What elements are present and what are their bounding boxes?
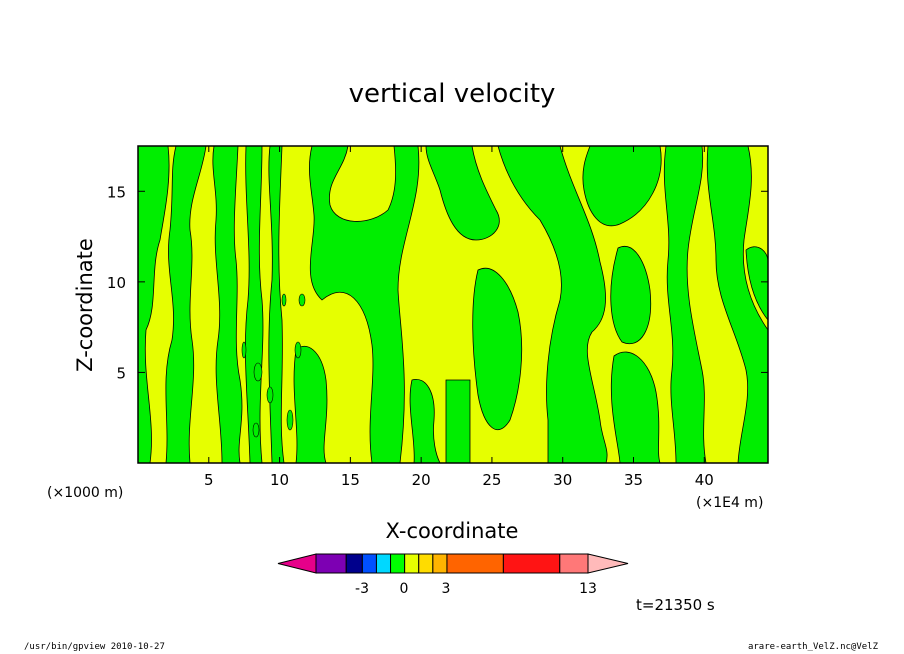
colorbar-tick-label: -3 (355, 581, 369, 597)
y-tick-label: 10 (107, 274, 126, 292)
colorbar-under-arrow (277, 553, 317, 574)
negative-velocity-regions (137, 145, 769, 464)
negative-region (425, 145, 500, 241)
colorbar: -3 0 3 13 (277, 553, 629, 597)
x-tick-label: 5 (204, 471, 214, 489)
negative-region (245, 145, 264, 464)
x-tick-label: 25 (482, 471, 501, 489)
negative-region (309, 145, 420, 464)
negative-blob (294, 341, 302, 359)
x-tick-label: 35 (624, 471, 643, 489)
y-axis: 5 10 15 (107, 183, 768, 382)
y-axis-label: Z-coordinate (73, 238, 97, 372)
footer-program: /usr/bin/gpview 2010-10-27 (24, 642, 165, 652)
colorbar-segment (418, 553, 434, 574)
x-tick-label: 30 (553, 471, 572, 489)
x-tick-label: 10 (270, 471, 289, 489)
negative-region (610, 351, 661, 464)
colorbar-over-arrow (587, 553, 629, 574)
x-axis-label: X-coordinate (386, 519, 519, 543)
negative-region (706, 145, 769, 464)
negative-region (472, 267, 523, 431)
negative-blob (281, 293, 287, 307)
footer-source: arare-earth_VelZ.nc@VelZ (747, 642, 878, 652)
negative-blob (253, 362, 263, 382)
colorbar-segment (345, 553, 363, 574)
y-tick-label: 15 (107, 183, 126, 201)
colorbar-tick-label: 13 (579, 581, 597, 597)
negative-region (582, 145, 662, 227)
x-unit-right: (×1E4 m) (696, 495, 763, 511)
colorbar-tick-label: 3 (442, 581, 451, 597)
colorbar-segment (432, 553, 448, 574)
x-tick-label: 20 (412, 471, 431, 489)
colorbar-segment (502, 553, 561, 574)
x-unit-left: (×1000 m) (47, 485, 123, 501)
negative-blob (298, 293, 306, 307)
negative-blob (241, 341, 247, 359)
negative-blob (252, 422, 260, 438)
x-axis: 5 10 15 20 25 30 35 40 (204, 146, 714, 489)
colorbar-segment (559, 553, 589, 574)
negative-blob (266, 386, 274, 404)
y-tick-label: 5 (116, 364, 126, 382)
colorbar-segment (404, 553, 420, 574)
negative-region (409, 379, 441, 464)
time-label: t=21350 s (636, 596, 715, 614)
colorbar-segment (361, 553, 377, 574)
colorbar-tick-label: 0 (400, 581, 409, 597)
plot-area (137, 145, 769, 464)
negative-region (497, 145, 608, 464)
colorbar-segment (446, 553, 504, 574)
colorbar-segment (390, 553, 406, 574)
negative-region (610, 246, 652, 344)
x-tick-label: 40 (695, 471, 714, 489)
negative-region (293, 345, 328, 464)
colorbar-segment (375, 553, 392, 574)
x-tick-label: 15 (341, 471, 360, 489)
negative-region (137, 145, 170, 464)
colorbar-segment (315, 553, 347, 574)
chart-title: vertical velocity (349, 79, 556, 109)
negative-region (445, 379, 471, 464)
plot-frame (137, 145, 769, 464)
negative-blob (286, 409, 294, 431)
